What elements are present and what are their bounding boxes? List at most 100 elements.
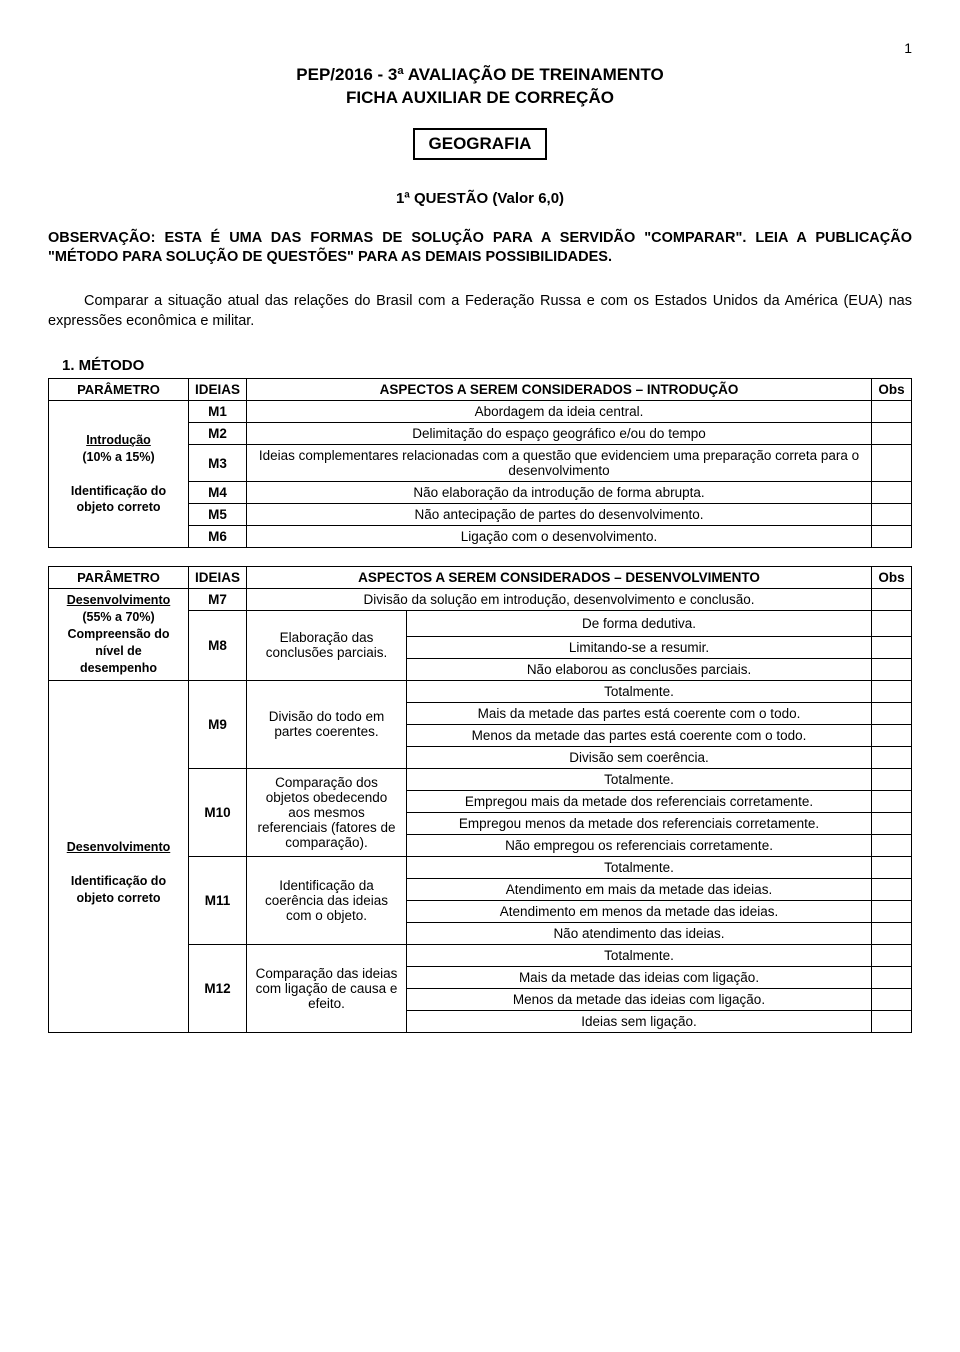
dev-m11-r1-obs <box>872 856 912 878</box>
dev-m9-r3: Menos da metade das partes está coerente… <box>407 724 872 746</box>
question-heading: 1ª QUESTÃO (Valor 6,0) <box>48 190 912 207</box>
dev-m11-r2: Atendimento em mais da metade das ideias… <box>407 878 872 900</box>
intro-m2-obs <box>872 423 912 445</box>
document-title: PEP/2016 - 3ª AVALIAÇÃO DE TREINAMENTO F… <box>48 64 912 110</box>
intro-m5-id: M5 <box>189 504 247 526</box>
dev-m10-r2: Empregou mais da metade dos referenciais… <box>407 790 872 812</box>
dev-m12-r4-obs <box>872 1010 912 1032</box>
dev-m9-r2-obs <box>872 702 912 724</box>
intro-header-ideias: IDEIAS <box>189 379 247 401</box>
subject-box: GEOGRAFIA <box>413 128 548 160</box>
intro-m1-obs <box>872 401 912 423</box>
dev-m11-r4-obs <box>872 922 912 944</box>
dev-param2-title: Desenvolvimento <box>67 840 171 854</box>
intro-m2-id: M2 <box>189 423 247 445</box>
dev-header-aspect: ASPECTOS A SEREM CONSIDERADOS – DESENVOL… <box>247 567 872 589</box>
dev-m9-r1-obs <box>872 680 912 702</box>
dev-param2-sub: Identificação do objeto correto <box>71 874 166 905</box>
dev-param1-pct: (55% a 70%) <box>82 610 154 624</box>
method-heading: 1. MÉTODO <box>62 357 912 374</box>
intro-m5-text: Não antecipação de partes do desenvolvim… <box>247 504 872 526</box>
dev-m11-r1: Totalmente. <box>407 856 872 878</box>
dev-m9-r1: Totalmente. <box>407 680 872 702</box>
dev-m8-r2: Limitando-se a resumir. <box>407 636 872 658</box>
intro-header-param: PARÂMETRO <box>49 379 189 401</box>
dev-m9-r4: Divisão sem coerência. <box>407 746 872 768</box>
compare-prompt: Comparar a situação atual das relações d… <box>48 292 912 331</box>
dev-m7-id: M7 <box>189 589 247 611</box>
dev-m10-r4-obs <box>872 834 912 856</box>
dev-m11-r3: Atendimento em menos da metade das ideia… <box>407 900 872 922</box>
title-line-2: FICHA AUXILIAR DE CORREÇÃO <box>346 88 614 107</box>
dev-m8-r1: De forma dedutiva. <box>407 611 872 636</box>
dev-m11-id: M11 <box>189 856 247 944</box>
dev-m9-id: M9 <box>189 680 247 768</box>
dev-m10-left: Comparação dos objetos obedecendo aos me… <box>247 768 407 856</box>
page-number: 1 <box>48 40 912 56</box>
intro-m4-text: Não elaboração da introdução de forma ab… <box>247 482 872 504</box>
dev-m11-r4: Não atendimento das ideias. <box>407 922 872 944</box>
title-line-1: PEP/2016 - 3ª AVALIAÇÃO DE TREINAMENTO <box>296 65 663 84</box>
intro-header-aspect: ASPECTOS A SEREM CONSIDERADOS – INTRODUÇ… <box>247 379 872 401</box>
dev-m12-r3: Menos da metade das ideias com ligação. <box>407 988 872 1010</box>
intro-m1-id: M1 <box>189 401 247 423</box>
dev-m10-r1: Totalmente. <box>407 768 872 790</box>
observation-text: OBSERVAÇÃO: ESTA É UMA DAS FORMAS DE SOL… <box>48 229 912 268</box>
intro-m6-id: M6 <box>189 526 247 548</box>
intro-param-sub: Identificação do objeto correto <box>71 484 166 515</box>
intro-m2-text: Delimitação do espaço geográfico e/ou do… <box>247 423 872 445</box>
dev-m11-left: Identificação da coerência das ideias co… <box>247 856 407 944</box>
intro-m4-id: M4 <box>189 482 247 504</box>
dev-table: PARÂMETRO IDEIAS ASPECTOS A SEREM CONSID… <box>48 566 912 1032</box>
dev-m8-left: Elaboração das conclusões parciais. <box>247 611 407 680</box>
dev-m11-r2-obs <box>872 878 912 900</box>
dev-m11-r3-obs <box>872 900 912 922</box>
dev-m10-r4: Não empregou os referenciais corretament… <box>407 834 872 856</box>
intro-m3-id: M3 <box>189 445 247 482</box>
dev-m9-r3-obs <box>872 724 912 746</box>
dev-m12-id: M12 <box>189 944 247 1032</box>
intro-m5-obs <box>872 504 912 526</box>
dev-m10-id: M10 <box>189 768 247 856</box>
dev-m12-r1: Totalmente. <box>407 944 872 966</box>
dev-m8-r1-obs <box>872 611 912 636</box>
dev-m10-r3-obs <box>872 812 912 834</box>
dev-m9-left: Divisão do todo em partes coerentes. <box>247 680 407 768</box>
dev-m12-r3-obs <box>872 988 912 1010</box>
intro-param-cell: Introdução (10% a 15%) Identificação do … <box>49 401 189 548</box>
dev-param1-sub: Compreensão do nível de desempenho <box>67 627 169 675</box>
dev-m12-r2-obs <box>872 966 912 988</box>
intro-m3-obs <box>872 445 912 482</box>
dev-param1-cell: Desenvolvimento (55% a 70%) Compreensão … <box>49 589 189 680</box>
intro-m4-obs <box>872 482 912 504</box>
dev-m12-left: Comparação das ideias com ligação de cau… <box>247 944 407 1032</box>
dev-m8-r3: Não elaborou as conclusões parciais. <box>407 658 872 680</box>
dev-m9-r4-obs <box>872 746 912 768</box>
dev-header-ideias: IDEIAS <box>189 567 247 589</box>
dev-m9-r2: Mais da metade das partes está coerente … <box>407 702 872 724</box>
intro-m3-text: Ideias complementares relacionadas com a… <box>247 445 872 482</box>
intro-m1-text: Abordagem da ideia central. <box>247 401 872 423</box>
dev-m10-r2-obs <box>872 790 912 812</box>
compare-prompt-text: Comparar a situação atual das relações d… <box>48 293 912 329</box>
dev-param2-cell: Desenvolvimento Identificação do objeto … <box>49 680 189 1032</box>
intro-param-title: Introdução <box>86 433 151 447</box>
dev-m7-obs <box>872 589 912 611</box>
dev-m12-r1-obs <box>872 944 912 966</box>
dev-m8-r2-obs <box>872 636 912 658</box>
dev-m7-text: Divisão da solução em introdução, desenv… <box>247 589 872 611</box>
dev-param1-title: Desenvolvimento <box>67 593 171 607</box>
intro-m6-text: Ligação com o desenvolvimento. <box>247 526 872 548</box>
dev-m12-r2: Mais da metade das ideias com ligação. <box>407 966 872 988</box>
dev-m8-id: M8 <box>189 611 247 680</box>
dev-header-param: PARÂMETRO <box>49 567 189 589</box>
dev-m10-r3: Empregou menos da metade dos referenciai… <box>407 812 872 834</box>
dev-header-obs: Obs <box>872 567 912 589</box>
dev-m12-r4: Ideias sem ligação. <box>407 1010 872 1032</box>
dev-m8-r3-obs <box>872 658 912 680</box>
dev-m10-r1-obs <box>872 768 912 790</box>
intro-param-pct: (10% a 15%) <box>82 450 154 464</box>
intro-header-obs: Obs <box>872 379 912 401</box>
intro-table: PARÂMETRO IDEIAS ASPECTOS A SEREM CONSID… <box>48 378 912 548</box>
intro-m6-obs <box>872 526 912 548</box>
